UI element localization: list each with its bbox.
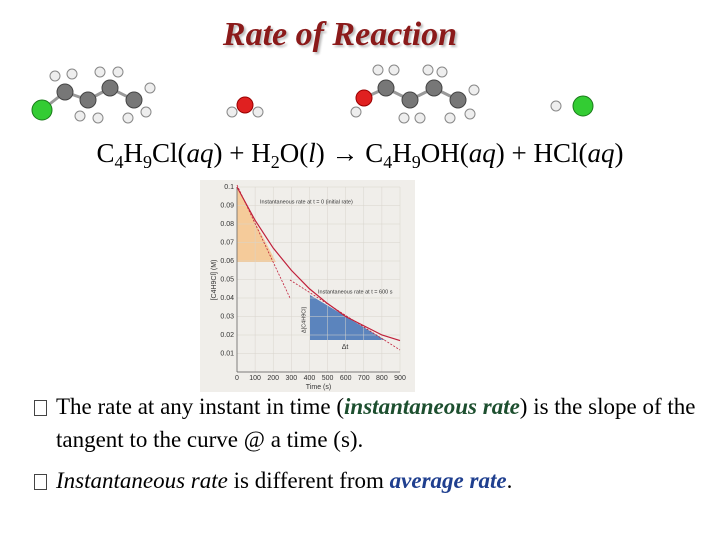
eq-sub: 4 [383,152,393,172]
y-tick-label: 0.03 [220,313,234,320]
molecules [31,64,594,124]
eq-text: ) → C [315,138,384,168]
bullet-text: The rate at any instant in time ( [56,394,345,419]
x-tick-label: 300 [285,375,297,382]
x-tick-label: 900 [394,375,406,382]
eq-state: aq [186,138,214,168]
atoms-c [377,79,467,109]
atom-o [355,89,373,107]
slide-title: Rate of Reaction [222,16,458,53]
x-tick-label: 600 [340,375,352,382]
y-tick-label: 0.04 [220,295,234,302]
y-tick-label: 0.02 [220,332,234,339]
bullet-text: ) is the slope of the tangent to the cur… [56,394,696,452]
eq-text: ) [614,138,624,168]
atom-o [236,96,254,114]
eq-sub: 9 [143,152,153,172]
y-tick-label: 0.07 [220,239,234,246]
atom-h [252,106,264,118]
x-tick-label: 100 [249,375,261,382]
annotation: Instantaneous rate at t = 600 s [318,289,393,295]
y-tick-label: 0.05 [220,276,234,283]
eq-text: O( [279,138,309,168]
atom-cl [572,95,594,117]
atoms-c [56,79,143,109]
y-axis-label: [C4H9Cl] (M) [211,260,218,301]
data-line [236,186,401,342]
eq-text: H [392,138,412,168]
atoms-h [49,66,156,124]
y-tick-label: 0.09 [220,202,234,209]
y-tick-label: 0.1 [224,184,234,191]
annotation: Δ[C4H9Cl] [301,307,307,333]
eq-state: l [308,138,316,168]
y-tick-label: 0.08 [220,221,234,228]
x-tick-label: 700 [358,375,370,382]
x-tick-label: 500 [322,375,334,382]
annotation: Instantaneous rate at t = 0 (initial rat… [260,199,353,205]
bullet: Instantaneous rate is different from ave… [34,464,716,497]
eq-text: ) + H [213,138,271,168]
atom-h [226,106,238,118]
bullet-text: is different from [227,468,390,493]
bullet-emphasis: instantaneous rate [344,394,520,419]
atom-cl [31,99,53,121]
atoms-h [350,64,480,124]
eq-state: aq [587,138,615,168]
tangent-line [289,279,401,351]
eq-text: H [123,138,144,168]
bullet: The rate at any instant in time (instant… [34,390,716,456]
eq-text: ) + HCl( [495,138,588,168]
eq-sub: 4 [114,152,124,172]
annotation: Δt [342,344,349,351]
x-tick-label: 800 [376,375,388,382]
bullet-emphasis: average rate [389,468,507,493]
atom-h [550,100,562,112]
eq-text: OH( [420,138,469,168]
x-tick-label: 400 [304,375,316,382]
y-tick-label: 0.06 [220,258,234,265]
equation: C4H9Cl(aq) + H2O(l) → C4H9OH(aq) + HCl(a… [0,138,720,173]
x-tick-label: 200 [267,375,279,382]
bullet-emphasis: Instantaneous rate [56,468,228,493]
x-tick-label: 0 [235,375,239,382]
eq-sub: 9 [411,152,421,172]
bullet-text: . [506,468,513,493]
eq-text: C [96,138,115,168]
eq-sub: 2 [270,152,280,172]
chart: 0.01 0.02 0.03 0.04 0.05 0.06 0.07 0.08 0.09 0.1 0… [200,180,415,392]
eq-state: aq [468,138,496,168]
eq-text: Cl( [152,138,187,168]
y-tick-label: 0.01 [220,350,234,357]
x-axis-label: Time (s) [306,384,331,391]
